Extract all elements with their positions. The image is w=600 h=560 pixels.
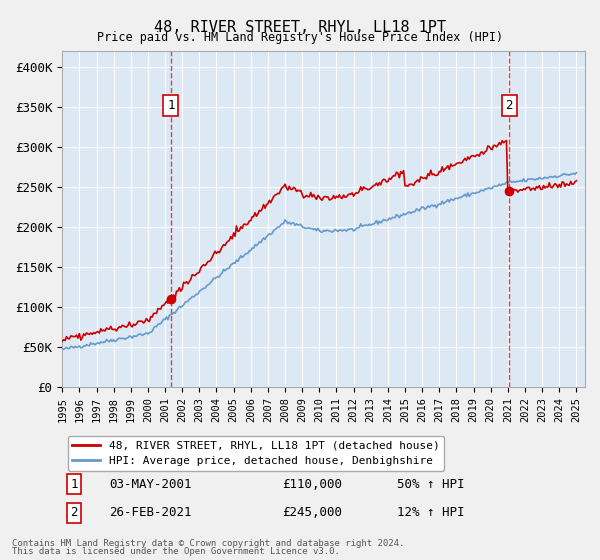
Legend: 48, RIVER STREET, RHYL, LL18 1PT (detached house), HPI: Average price, detached : 48, RIVER STREET, RHYL, LL18 1PT (detach…	[68, 436, 444, 471]
Text: 50% ↑ HPI: 50% ↑ HPI	[397, 478, 464, 491]
Text: This data is licensed under the Open Government Licence v3.0.: This data is licensed under the Open Gov…	[12, 548, 340, 557]
Text: 03-MAY-2001: 03-MAY-2001	[109, 478, 192, 491]
Text: 48, RIVER STREET, RHYL, LL18 1PT: 48, RIVER STREET, RHYL, LL18 1PT	[154, 20, 446, 35]
Text: £245,000: £245,000	[282, 506, 342, 519]
Text: 26-FEB-2021: 26-FEB-2021	[109, 506, 192, 519]
Text: 12% ↑ HPI: 12% ↑ HPI	[397, 506, 464, 519]
Text: Price paid vs. HM Land Registry's House Price Index (HPI): Price paid vs. HM Land Registry's House …	[97, 31, 503, 44]
Text: Contains HM Land Registry data © Crown copyright and database right 2024.: Contains HM Land Registry data © Crown c…	[12, 539, 404, 548]
Text: 2: 2	[70, 506, 77, 519]
Text: £110,000: £110,000	[282, 478, 342, 491]
Text: 1: 1	[70, 478, 77, 491]
Text: 2: 2	[506, 99, 513, 112]
Text: 1: 1	[167, 99, 175, 112]
